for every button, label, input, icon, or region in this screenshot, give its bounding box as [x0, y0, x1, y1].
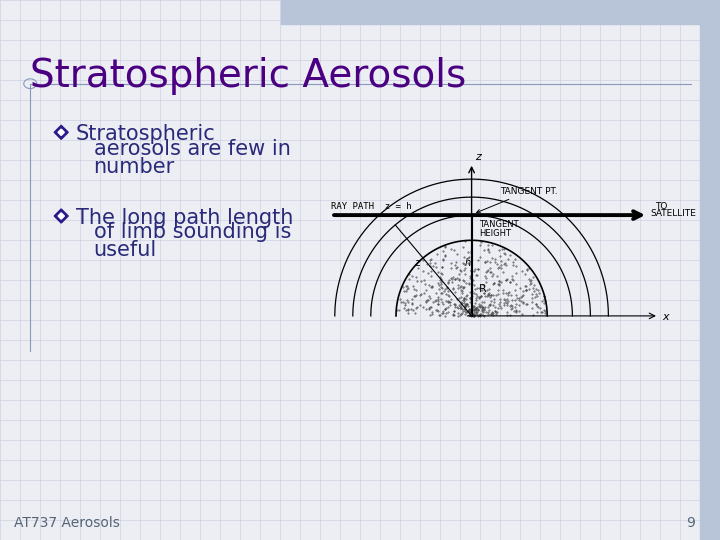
Polygon shape	[58, 129, 64, 136]
Text: SATELLITE: SATELLITE	[650, 209, 696, 218]
Text: HEIGHT: HEIGHT	[479, 228, 510, 238]
Text: z: z	[414, 258, 420, 268]
Text: TANGENT: TANGENT	[479, 220, 518, 229]
Text: x: x	[662, 312, 669, 322]
Text: useful: useful	[94, 240, 157, 260]
Text: number: number	[94, 157, 175, 177]
Text: of limb sounding is: of limb sounding is	[94, 222, 291, 242]
Text: The long path length: The long path length	[76, 208, 293, 228]
Text: aerosols are few in: aerosols are few in	[94, 139, 290, 159]
Text: Stratospheric Aerosols: Stratospheric Aerosols	[30, 57, 467, 94]
Bar	[281, 0, 709, 24]
Bar	[700, 0, 720, 540]
Polygon shape	[54, 125, 68, 139]
Text: R: R	[479, 284, 487, 294]
Text: RAY PATH  z = h: RAY PATH z = h	[331, 201, 412, 211]
Polygon shape	[58, 213, 64, 219]
Text: Stratospheric: Stratospheric	[76, 124, 215, 144]
Text: TO: TO	[655, 201, 667, 211]
Text: 9: 9	[686, 516, 695, 530]
Text: AT737 Aerosols: AT737 Aerosols	[14, 516, 120, 530]
Polygon shape	[54, 209, 68, 223]
Text: TANGENT PT.: TANGENT PT.	[477, 186, 558, 213]
Text: z: z	[475, 152, 481, 162]
Text: h: h	[464, 258, 471, 267]
